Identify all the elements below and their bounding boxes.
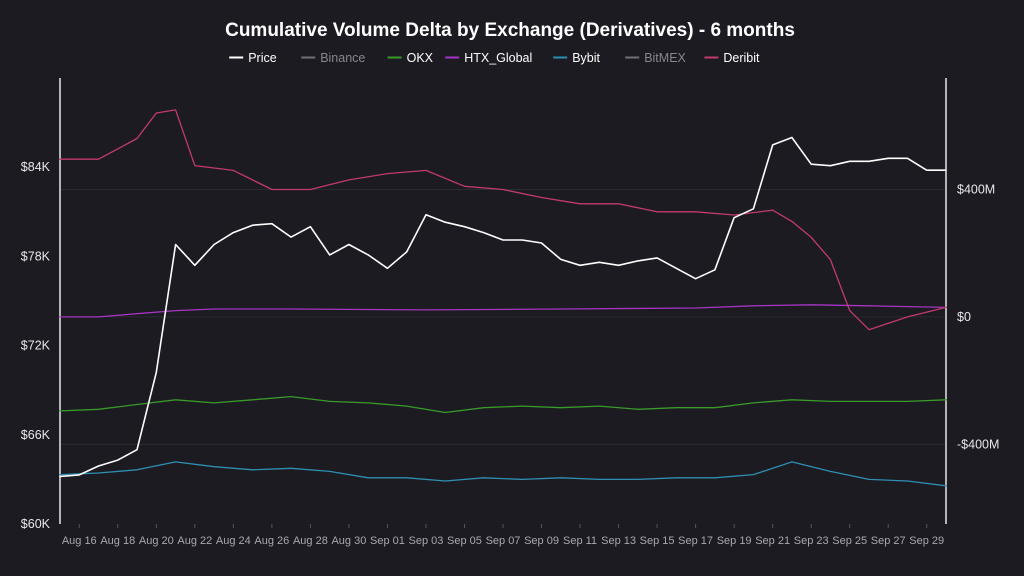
- right-tick-label: -$400M: [957, 437, 999, 451]
- chart-title: Cumulative Volume Delta by Exchange (Der…: [225, 20, 795, 41]
- x-tick-label: Sep 05: [447, 535, 482, 547]
- legend-label: Price: [248, 51, 277, 65]
- grid-lines: [60, 189, 946, 445]
- left-tick-label: $66K: [21, 428, 51, 442]
- series-line-deribit: [59, 109, 947, 331]
- x-tick-label: Aug 30: [331, 535, 366, 547]
- legend-label: OKX: [407, 51, 434, 65]
- x-tick-label: Sep 29: [909, 535, 944, 547]
- legend-label: Bybit: [572, 51, 600, 65]
- x-tick-label: Sep 15: [640, 535, 675, 547]
- x-tick-label: Aug 24: [216, 535, 251, 547]
- x-tick-label: Sep 09: [524, 535, 559, 547]
- x-tick-label: Aug 18: [100, 535, 135, 547]
- x-tick-label: Sep 13: [601, 535, 636, 547]
- x-tick-label: Sep 07: [486, 535, 521, 547]
- x-tick-label: Sep 17: [678, 535, 713, 547]
- x-tick-label: Aug 16: [62, 535, 97, 547]
- right-tick-label: $400M: [957, 183, 995, 197]
- right-y-axis: -$400M $0 $400M: [945, 78, 999, 524]
- legend-label: Deribit: [723, 51, 760, 65]
- right-tick-label: $0: [957, 310, 971, 324]
- left-y-axis: $60K $66K $72K $78K $84K: [21, 78, 61, 531]
- x-tick-label: Aug 26: [254, 535, 289, 547]
- legend-label: HTX_Global: [464, 51, 532, 65]
- legend-label: Binance: [320, 51, 365, 65]
- series-line-price: [59, 136, 947, 478]
- left-tick-label: $78K: [21, 249, 51, 263]
- x-tick-label: Sep 19: [717, 535, 752, 547]
- legend: Price Binance OKX HTX_Global Bybit BitMEX Deri…: [229, 51, 760, 65]
- x-tick-label: Sep 01: [370, 535, 405, 547]
- x-tick-label: Aug 22: [177, 535, 212, 547]
- series-line-okx: [59, 395, 947, 414]
- x-tick-label: Sep 21: [755, 535, 790, 547]
- legend-label: BitMEX: [644, 51, 686, 65]
- x-tick-label: Aug 28: [293, 535, 328, 547]
- x-tick-label: Sep 25: [832, 535, 867, 547]
- x-axis: Aug 16 Aug 18 Aug 20 Aug 22 Aug 24 Aug 26 Aug …: [62, 524, 944, 547]
- x-tick-label: Aug 20: [139, 535, 174, 547]
- x-tick-label: Sep 27: [871, 535, 906, 547]
- series-lines: [59, 109, 947, 487]
- series-line-htx-global: [59, 304, 947, 318]
- series-line-bybit: [59, 461, 947, 487]
- x-tick-label: Sep 03: [409, 535, 444, 547]
- x-tick-label: Sep 11: [563, 535, 597, 547]
- left-tick-label: $84K: [21, 160, 51, 174]
- left-tick-label: $72K: [21, 339, 51, 353]
- left-tick-label: $60K: [21, 517, 51, 531]
- x-tick-label: Sep 23: [794, 535, 829, 547]
